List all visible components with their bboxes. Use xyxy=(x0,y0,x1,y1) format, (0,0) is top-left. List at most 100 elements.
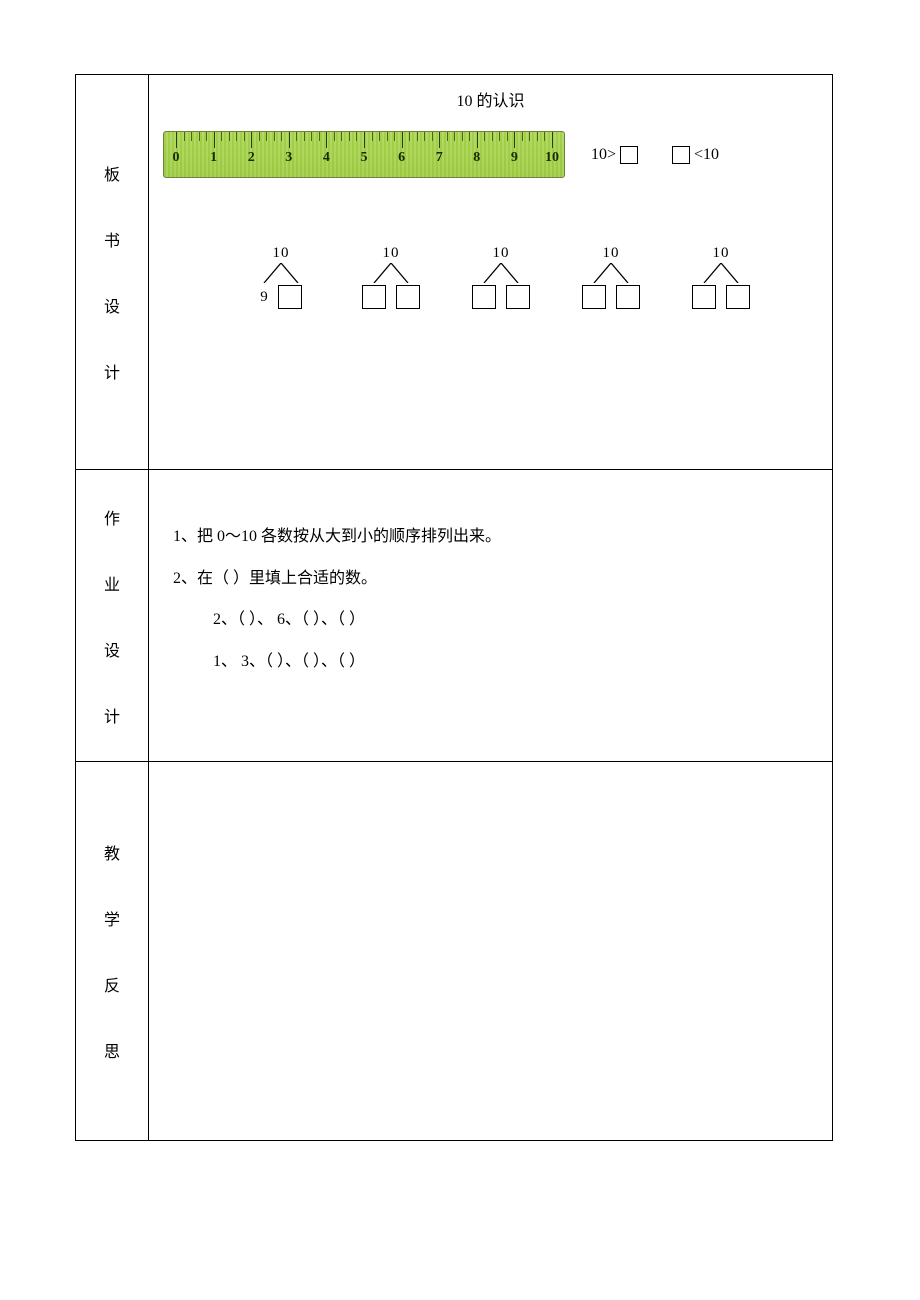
decomp-boxes xyxy=(579,285,643,309)
ruler-number: 4 xyxy=(323,150,330,166)
side-char: 作 xyxy=(104,505,120,529)
hw-line: 1、把 0～10 各数按从大到小的顺序排列出来。 xyxy=(173,516,808,558)
decomp-boxes xyxy=(689,285,753,309)
ruler-number: 9 xyxy=(511,150,518,166)
ruler-tick-minor xyxy=(319,132,320,141)
ineq-left-text: 10> xyxy=(591,146,616,164)
decomp-boxes: 9 xyxy=(249,285,313,309)
hw-line: 1、 3、（ ）、（ ）、（ ） xyxy=(173,641,808,683)
ruler-tick-minor xyxy=(462,132,463,141)
ruler-tick xyxy=(402,132,403,148)
decomp-lines-icon xyxy=(584,263,638,283)
side-char: 设 xyxy=(104,637,120,661)
side-label-3: 教 学 反 思 xyxy=(76,762,149,1140)
ruler-tick-minor xyxy=(244,132,245,141)
decomp-item: 10 xyxy=(689,245,753,309)
blank-box xyxy=(472,285,496,309)
ruler-tick xyxy=(477,132,478,148)
side-label-2: 作 业 设 计 xyxy=(76,470,149,761)
ruler-tick-minor xyxy=(296,132,297,141)
page: 板 书 设 计 10 的认识 012345678910 10> <10 1091… xyxy=(0,0,920,1300)
ineq-left: 10> xyxy=(591,146,638,164)
ruler-tick-minor xyxy=(507,132,508,141)
homework-text: 1、把 0～10 各数按从大到小的顺序排列出来。 2、在（ ）里填上合适的数。 … xyxy=(163,480,818,682)
ruler-tick-minor xyxy=(447,132,448,141)
decomp-top: 10 xyxy=(469,245,533,262)
ruler-tick-minor xyxy=(259,132,260,141)
ruler-number: 0 xyxy=(173,150,180,166)
ruler-tick xyxy=(176,132,177,148)
ruler-number: 6 xyxy=(398,150,405,166)
side-char: 计 xyxy=(104,359,120,383)
ruler-tick-minor xyxy=(199,132,200,141)
ruler-tick xyxy=(289,132,290,148)
side-char: 设 xyxy=(104,293,120,317)
lesson-table: 板 书 设 计 10 的认识 012345678910 10> <10 1091… xyxy=(75,74,833,1141)
decomp-item: 10 9 xyxy=(249,245,313,309)
ruler-number: 7 xyxy=(436,150,443,166)
side-char: 书 xyxy=(104,227,120,251)
ruler-tick-minor xyxy=(469,132,470,141)
ruler-tick xyxy=(514,132,515,148)
ruler-tick xyxy=(552,132,553,148)
side-char: 教 xyxy=(104,840,120,864)
decomp-top: 10 xyxy=(689,245,753,262)
ineq-right: <10 xyxy=(672,146,719,164)
side-char: 思 xyxy=(104,1038,120,1062)
ineq-right-text: <10 xyxy=(694,146,719,164)
ruler-tick-minor xyxy=(311,132,312,141)
blank-box xyxy=(616,285,640,309)
ruler-tick-minor xyxy=(184,132,185,141)
ruler-number: 1 xyxy=(210,150,217,166)
decomp-item: 10 xyxy=(469,245,533,309)
ruler-tick-minor xyxy=(372,132,373,141)
blank-box xyxy=(506,285,530,309)
ruler-tick xyxy=(439,132,440,148)
ruler-tick-minor xyxy=(454,132,455,141)
ruler-number: 2 xyxy=(248,150,255,166)
blank-box xyxy=(278,285,302,309)
ruler-tick xyxy=(214,132,215,148)
ruler-tick-minor xyxy=(544,132,545,141)
ruler-number: 8 xyxy=(473,150,480,166)
ruler-tick-minor xyxy=(432,132,433,141)
decomp-lines-icon xyxy=(474,263,528,283)
ruler-tick-minor xyxy=(274,132,275,141)
ruler-tick-minor xyxy=(356,132,357,141)
ruler-tick-minor xyxy=(394,132,395,141)
blank-box xyxy=(582,285,606,309)
ruler-graphic: 0 1 2 3 4 5 6 7 8 9 10 xyxy=(163,131,565,178)
ruler-number: 3 xyxy=(285,150,292,166)
decomp-item: 10 xyxy=(359,245,423,309)
decomp-boxes xyxy=(359,285,423,309)
ruler-tick-minor xyxy=(409,132,410,141)
ruler-number: 5 xyxy=(361,150,368,166)
ruler-tick-minor xyxy=(522,132,523,141)
ruler-tick xyxy=(326,132,327,148)
content-3 xyxy=(149,762,832,1140)
ruler-tick-minor xyxy=(424,132,425,141)
inequalities: 10> <10 xyxy=(591,146,719,164)
side-char: 板 xyxy=(104,161,120,185)
blank-box xyxy=(692,285,716,309)
ruler-tick-minor xyxy=(341,132,342,141)
side-char: 计 xyxy=(104,703,120,727)
decomp-top: 10 xyxy=(249,245,313,262)
blank-box xyxy=(396,285,420,309)
ruler-tick-minor xyxy=(191,132,192,141)
ruler-tick xyxy=(364,132,365,148)
ruler-tick-minor xyxy=(499,132,500,141)
ruler-tick-minor xyxy=(349,132,350,141)
ruler-tick-minor xyxy=(221,132,222,141)
ruler-tick-minor xyxy=(529,132,530,141)
ruler-number: 10 xyxy=(545,150,559,166)
ruler-tick xyxy=(251,132,252,148)
ruler-tick-minor xyxy=(417,132,418,141)
row-homework: 作 业 设 计 1、把 0～10 各数按从大到小的顺序排列出来。 2、在（ ）里… xyxy=(76,470,832,762)
decomp-value: 9 xyxy=(260,286,268,308)
hw-line: 2、（ ）、 6、（ ）、（ ） xyxy=(173,599,808,641)
decomp-lines-icon xyxy=(254,263,308,283)
decomposition-row: 10910101010 xyxy=(249,245,753,309)
decomp-lines-icon xyxy=(694,263,748,283)
ruler-tick-minor xyxy=(484,132,485,141)
